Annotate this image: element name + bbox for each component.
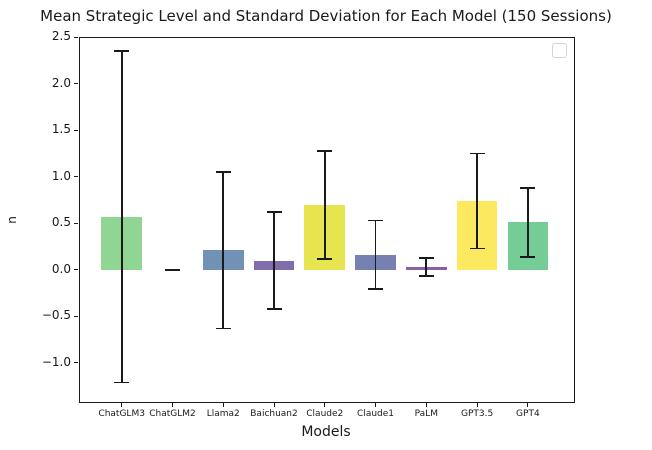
y-tick-label: 1.0 — [51, 168, 71, 183]
y-tick-mark — [74, 36, 78, 38]
x-tick-label: Claude2 — [306, 409, 344, 419]
error-bar-cap-top-GPT4 — [520, 186, 536, 189]
error-bar-cap-bottom-ChatGLM3 — [114, 381, 130, 384]
error-bar-line-Baichuan2 — [273, 212, 275, 309]
y-tick-mark — [74, 129, 78, 131]
error-bar-cap-top-PaLM — [418, 256, 434, 259]
y-tick-mark — [74, 176, 78, 178]
x-tick-label: Llama2 — [206, 409, 240, 419]
x-tick-label: GPT4 — [516, 409, 540, 419]
x-tick-mark — [273, 403, 275, 407]
x-tick-label: ChatGLM3 — [98, 409, 145, 419]
error-bar-cap-top-Claude1 — [368, 219, 384, 222]
y-tick-label: 0.5 — [51, 215, 71, 230]
x-tick-mark — [375, 403, 377, 407]
y-tick-label: 2.5 — [51, 29, 71, 43]
x-tick-label: PaLM — [414, 409, 438, 419]
x-tick-mark — [121, 403, 123, 407]
x-tick-mark — [171, 403, 173, 407]
y-tick-label: 2.0 — [51, 75, 71, 90]
error-bar-cap-top-Llama2 — [215, 171, 231, 173]
error-bar-line-GPT3.5 — [476, 153, 478, 249]
error-bar-cap-bottom-GPT3.5 — [469, 247, 485, 250]
error-bar-line-GPT4 — [526, 187, 529, 257]
error-bar-line-Claude1 — [374, 220, 377, 290]
error-bar-cap-top-GPT3.5 — [469, 152, 485, 155]
y-tick-mark — [74, 83, 78, 85]
error-bar-line-Claude2 — [323, 150, 326, 259]
x-axis-label: Models — [301, 424, 351, 440]
error-bar-cap-bottom-Llama2 — [215, 327, 231, 330]
x-tick-mark — [476, 403, 478, 407]
x-tick-label: Baichuan2 — [250, 409, 298, 419]
chart-title: Mean Strategic Level and Standard Deviat… — [40, 7, 612, 25]
y-tick-mark — [74, 269, 78, 271]
x-tick-label: ChatGLM2 — [149, 409, 196, 419]
x-tick-label: GPT3.5 — [460, 409, 494, 419]
error-bar-line-Llama2 — [222, 172, 225, 329]
error-bar-cap-bottom-Baichuan2 — [266, 308, 282, 310]
error-bar-cap-top-Claude2 — [317, 149, 333, 152]
y-tick-mark — [74, 222, 78, 224]
error-bar-cap-top-ChatGLM3 — [114, 50, 130, 52]
legend-empty-box — [552, 43, 567, 58]
y-tick-mark — [74, 362, 78, 364]
x-tick-mark — [527, 403, 529, 407]
y-tick-mark — [74, 315, 78, 317]
x-tick-label: Claude1 — [357, 409, 395, 419]
x-tick-mark — [222, 403, 224, 407]
error-bar-cap-bottom-Claude1 — [368, 288, 384, 291]
x-tick-mark — [425, 403, 427, 407]
error-bar-cap-bottom-PaLM — [418, 275, 434, 278]
error-bar-cap-top-Baichuan2 — [266, 211, 282, 213]
y-tick-label: 0.0 — [51, 261, 71, 276]
y-tick-label: −0.5 — [41, 308, 71, 323]
x-tick-mark — [324, 403, 326, 407]
y-tick-label: −1.0 — [41, 354, 71, 369]
error-bar-cap-bottom-ChatGLM2 — [164, 268, 180, 271]
error-bar-line-PaLM — [425, 257, 428, 277]
error-bar-cap-bottom-Claude2 — [317, 257, 333, 260]
error-bar-cap-bottom-GPT4 — [520, 255, 536, 258]
error-bar-line-ChatGLM3 — [120, 50, 123, 383]
y-tick-label: 1.5 — [51, 122, 71, 137]
